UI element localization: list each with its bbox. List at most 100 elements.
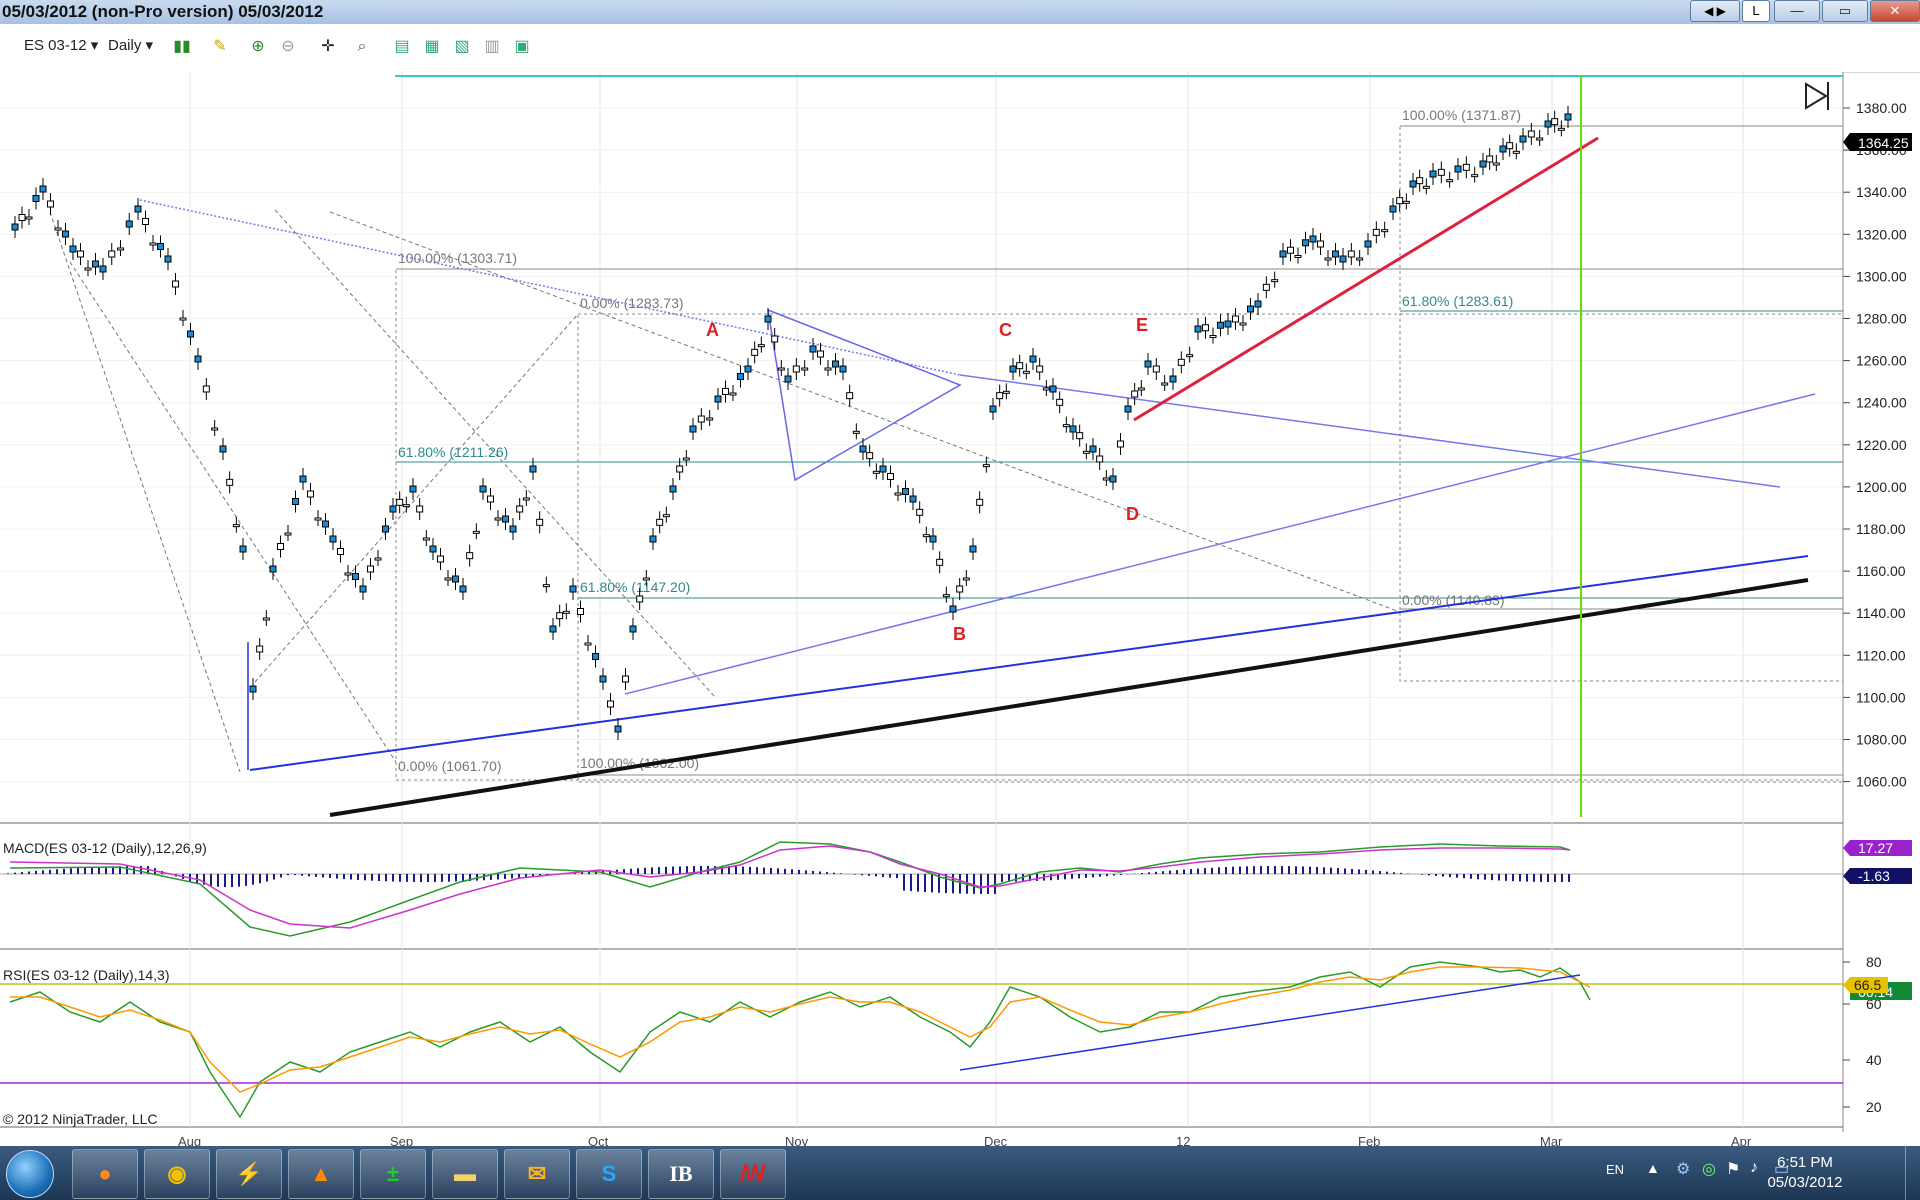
candle-body bbox=[562, 610, 570, 614]
plus-minus-icon: ± bbox=[386, 1161, 400, 1186]
candlesticks bbox=[11, 106, 1572, 740]
wave-label-a: A bbox=[706, 320, 719, 340]
vlc-taskbar-button[interactable]: ▲ bbox=[288, 1149, 354, 1199]
close-button[interactable]: ✕ bbox=[1870, 0, 1920, 22]
candle-body bbox=[809, 345, 817, 353]
candle-body bbox=[77, 250, 84, 258]
candle-body bbox=[292, 498, 299, 505]
chrome-taskbar-button[interactable]: ◉ bbox=[144, 1149, 210, 1199]
month-label: Oct bbox=[588, 1134, 609, 1146]
outlook-taskbar-button[interactable]: ✉ bbox=[504, 1149, 570, 1199]
candle-body bbox=[382, 525, 389, 533]
magnifier-icon[interactable]: ⌕ bbox=[357, 38, 367, 55]
candle-body bbox=[374, 557, 382, 561]
candle-body bbox=[929, 535, 937, 543]
pencil-draw-icon[interactable]: ✎ bbox=[213, 38, 227, 55]
ninjatrader-icon: ⚡ bbox=[235, 1161, 263, 1186]
price-tick-label: 1120.00 bbox=[1856, 647, 1906, 663]
candle-body bbox=[1279, 250, 1287, 258]
candle-body bbox=[149, 242, 157, 246]
candle-body bbox=[269, 565, 277, 573]
folder-icon: ▬ bbox=[454, 1161, 476, 1186]
calculator-taskbar-button[interactable]: ± bbox=[360, 1149, 426, 1199]
candle-body bbox=[982, 464, 990, 468]
clock-time[interactable]: 6:51 PM bbox=[1777, 1154, 1833, 1171]
candle-body bbox=[1137, 387, 1145, 391]
scroll-to-end-icon[interactable] bbox=[1800, 80, 1832, 112]
candle-body bbox=[942, 594, 950, 598]
crosshair-icon[interactable]: ✛ bbox=[321, 38, 335, 55]
show-desktop-button[interactable] bbox=[1905, 1146, 1920, 1200]
zoom-in-icon[interactable]: ⊕ bbox=[251, 38, 265, 55]
candle-body bbox=[757, 344, 765, 348]
candle-body bbox=[452, 575, 459, 583]
maximize-button[interactable]: ▭ bbox=[1822, 0, 1868, 22]
explorer-taskbar-button[interactable]: ▬ bbox=[432, 1149, 498, 1199]
title-bar: 05/03/2012 (non-Pro version) 05/03/2012 … bbox=[0, 0, 1920, 24]
windows-taskbar: ● ◉ ⚡ ▲ ± ▬ ✉ S IB ꟿ EN ▲ ⚙ ◎ ⚑ ♪ ▭ 6:51… bbox=[0, 1146, 1920, 1200]
candle-body bbox=[92, 260, 99, 268]
price-tick-label: 1160.00 bbox=[1856, 563, 1906, 579]
candle-body bbox=[1144, 360, 1152, 368]
language-indicator[interactable]: EN bbox=[1606, 1162, 1625, 1177]
chart-style-icon[interactable]: ▮▮ bbox=[173, 38, 191, 55]
candle-body bbox=[577, 608, 584, 615]
indicators-icon[interactable]: ▧ bbox=[454, 38, 470, 55]
price-tick-label: 1280.00 bbox=[1856, 311, 1907, 327]
candle-body bbox=[1194, 325, 1202, 333]
macd-label: MACD(ES 03-12 (Daily),12,26,9) bbox=[3, 840, 207, 856]
candle-body bbox=[1239, 322, 1247, 326]
speaker-tray-icon[interactable]: ♪ bbox=[1750, 1159, 1758, 1176]
ib-taskbar-button[interactable]: IB bbox=[648, 1149, 714, 1199]
chart-canvas[interactable]: 1380.001360.001340.001320.001300.001280.… bbox=[0, 72, 1920, 1149]
candle-body bbox=[976, 498, 984, 506]
candle-body bbox=[569, 585, 577, 593]
skype-icon: S bbox=[601, 1161, 617, 1186]
candle-body bbox=[307, 490, 314, 498]
candle-body bbox=[232, 524, 240, 528]
candle-body bbox=[1131, 390, 1139, 398]
candle-body bbox=[1506, 142, 1514, 150]
monitor-tray-icon[interactable]: ▭ bbox=[1774, 1161, 1790, 1178]
show-hidden-icons[interactable]: ▲ bbox=[1646, 1160, 1660, 1176]
flag-tray-icon[interactable]: ⚑ bbox=[1726, 1161, 1741, 1178]
ninjatrader-taskbar-button[interactable]: ⚡ bbox=[216, 1149, 282, 1199]
candle-body bbox=[314, 517, 322, 521]
skype-taskbar-button[interactable]: S bbox=[576, 1149, 642, 1199]
app-taskbar-button[interactable]: ꟿ bbox=[720, 1149, 786, 1199]
candle-body bbox=[117, 247, 124, 251]
nav-arrows-button[interactable]: ◀ ▶ bbox=[1690, 0, 1740, 22]
data-box-icon[interactable]: ▤ bbox=[394, 38, 410, 55]
candle-body bbox=[172, 280, 179, 288]
firefox-taskbar-button[interactable]: ● bbox=[72, 1149, 138, 1199]
candle-body bbox=[256, 645, 264, 653]
instrument-selector[interactable]: ES 03-12 ▾ bbox=[24, 37, 99, 54]
instrument-label: ES 03-12 bbox=[24, 37, 87, 54]
candle-body bbox=[1042, 387, 1050, 391]
macd-value-badge: 17.27 -1.63 bbox=[1843, 840, 1912, 884]
zoom-out-icon[interactable]: ⊖ bbox=[281, 38, 295, 55]
start-button[interactable] bbox=[6, 1150, 54, 1198]
candle-body bbox=[689, 425, 697, 433]
candle-body bbox=[1317, 240, 1324, 248]
candle-body bbox=[1069, 425, 1077, 433]
month-label: Sep bbox=[390, 1134, 413, 1146]
clock-date[interactable]: 05/03/2012 bbox=[1767, 1174, 1843, 1191]
candle-body bbox=[902, 488, 909, 495]
candle-body bbox=[599, 675, 607, 683]
candle-body bbox=[367, 565, 374, 573]
period-selector[interactable]: Daily ▾ bbox=[108, 37, 154, 54]
candle-body bbox=[584, 642, 592, 646]
minimize-button[interactable]: — bbox=[1774, 0, 1820, 22]
l-button[interactable]: L bbox=[1742, 0, 1770, 22]
sync-tray-icon[interactable]: ◎ bbox=[1702, 1161, 1716, 1178]
strategy-icon[interactable]: ▥ bbox=[484, 38, 500, 55]
properties-icon[interactable]: ▦ bbox=[424, 38, 440, 55]
chart-area[interactable]: 1380.001360.001340.001320.001300.001280.… bbox=[0, 72, 1920, 1149]
candle-body bbox=[1016, 362, 1024, 370]
candle-body bbox=[909, 495, 917, 503]
template-icon[interactable]: ▣ bbox=[514, 38, 530, 55]
candle-body bbox=[784, 375, 792, 383]
network-tray-icon[interactable]: ⚙ bbox=[1676, 1161, 1691, 1178]
candle-body bbox=[25, 216, 33, 220]
